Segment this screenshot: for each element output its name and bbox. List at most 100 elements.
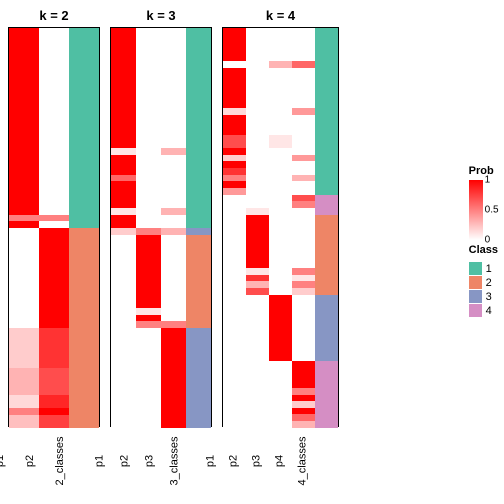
heatmap-cell — [39, 228, 69, 328]
heatmap-cell — [223, 161, 246, 168]
legend-class-label: 4 — [486, 305, 492, 317]
legend-class-label: 2 — [486, 277, 492, 289]
heatmap-cell — [136, 315, 161, 322]
heatmap-cell — [269, 135, 292, 148]
heatmap-cell — [292, 421, 315, 428]
panel-title: k = 3 — [146, 8, 175, 23]
heatmap-cell — [292, 368, 315, 388]
heatmap-cell — [9, 28, 39, 215]
legend-class-label: 3 — [486, 291, 492, 303]
heatmap-cell — [246, 208, 269, 215]
heatmap-cell — [9, 215, 39, 222]
heatmap-column — [186, 28, 211, 428]
heatmap-cell — [223, 188, 246, 195]
heatmap-cell — [292, 408, 315, 415]
panel-k2: k = 2 p1p22_classes — [8, 8, 100, 491]
heatmap-cell — [315, 28, 338, 195]
heatmap-cell — [292, 275, 315, 282]
legend-class-swatch — [469, 262, 482, 275]
heatmap-cell — [292, 288, 315, 295]
x-axis-label: 4_classes — [297, 450, 357, 473]
heatmap-cell — [136, 228, 161, 235]
heatmap-cell — [246, 281, 269, 288]
heatmap-cell — [161, 321, 186, 328]
heatmap-cell — [292, 401, 315, 408]
heatmap-cell — [292, 281, 315, 288]
heatmap-cell — [161, 155, 186, 208]
heatmap-cell — [161, 328, 186, 428]
heatmap-cell — [223, 115, 246, 135]
heatmap-cell — [223, 195, 246, 428]
x-axis-labels: p1p2p3p44_classes — [223, 431, 338, 491]
heatmap-cell — [111, 215, 136, 228]
legend-prob-title: Prob — [469, 165, 498, 177]
heatmap-cell — [69, 228, 99, 428]
heatmap-cell — [69, 28, 99, 228]
heatmap-cell — [223, 108, 246, 115]
heatmap-cell — [111, 28, 136, 148]
panel-title: k = 4 — [266, 8, 295, 23]
heatmap-column — [111, 28, 136, 428]
panel-k3: k = 3 p1p2p33_classes — [110, 8, 212, 491]
legend-prob-tick: 1 — [485, 175, 491, 186]
heatmap-column — [292, 28, 315, 428]
legend-class-swatch — [469, 304, 482, 317]
heatmap-cell — [269, 148, 292, 295]
heatmap-cell — [246, 28, 269, 208]
heatmap-cell — [315, 195, 338, 215]
heatmap-cell — [292, 115, 315, 155]
heatmap-cell — [292, 201, 315, 208]
heatmap-cell — [315, 215, 338, 295]
heatmap-cell — [292, 68, 315, 108]
legend-class-item: 4 — [469, 304, 498, 317]
heatmap — [8, 27, 100, 427]
legend-class-label: 1 — [486, 263, 492, 275]
heatmap-column — [9, 28, 39, 428]
heatmap-cell — [292, 361, 315, 368]
legend-class-item: 1 — [469, 262, 498, 275]
heatmap-cell — [223, 135, 246, 148]
heatmap-cell — [111, 155, 136, 175]
heatmap-column — [269, 28, 292, 428]
legend-class-item: 3 — [469, 290, 498, 303]
heatmap-cell — [111, 228, 136, 235]
heatmap-cell — [269, 295, 292, 362]
heatmap — [110, 27, 212, 427]
heatmap-cell — [315, 361, 338, 428]
heatmap-cell — [111, 148, 136, 155]
legend-class-item: 2 — [469, 276, 498, 289]
heatmap-cell — [292, 395, 315, 402]
heatmap-cell — [292, 414, 315, 421]
heatmap-cell — [161, 28, 186, 148]
x-axis-labels: p1p2p33_classes — [111, 431, 211, 491]
x-axis-labels: p1p22_classes — [9, 431, 99, 491]
heatmap-column — [223, 28, 246, 428]
heatmap-cell — [186, 328, 211, 428]
heatmap-cell — [269, 361, 292, 368]
heatmap-cell — [292, 295, 315, 362]
legend-prob-tick: 0.5 — [485, 205, 499, 216]
heatmap-cell — [136, 235, 161, 308]
heatmap — [222, 27, 339, 427]
legend-class-swatch — [469, 290, 482, 303]
heatmap-cell — [246, 288, 269, 295]
heatmap-cell — [292, 181, 315, 194]
heatmap-cell — [269, 28, 292, 61]
panel-title: k = 2 — [39, 8, 68, 23]
heatmap-cell — [161, 148, 186, 155]
heatmap-cell — [186, 28, 211, 228]
heatmap-cell — [9, 408, 39, 415]
heatmap-cell — [136, 328, 161, 428]
legend-class-title: Class — [469, 244, 498, 256]
heatmap-cell — [223, 68, 246, 108]
heatmap-column — [39, 28, 69, 428]
heatmap-cell — [186, 235, 211, 328]
heatmap-cell — [223, 155, 246, 162]
legend-prob-tick: 0 — [485, 235, 491, 246]
heatmap-cell — [315, 295, 338, 362]
heatmap-cell — [223, 28, 246, 61]
heatmap-cell — [186, 228, 211, 235]
heatmap-cell — [39, 368, 69, 395]
heatmap-cell — [161, 215, 186, 228]
heatmap-cell — [292, 61, 315, 68]
